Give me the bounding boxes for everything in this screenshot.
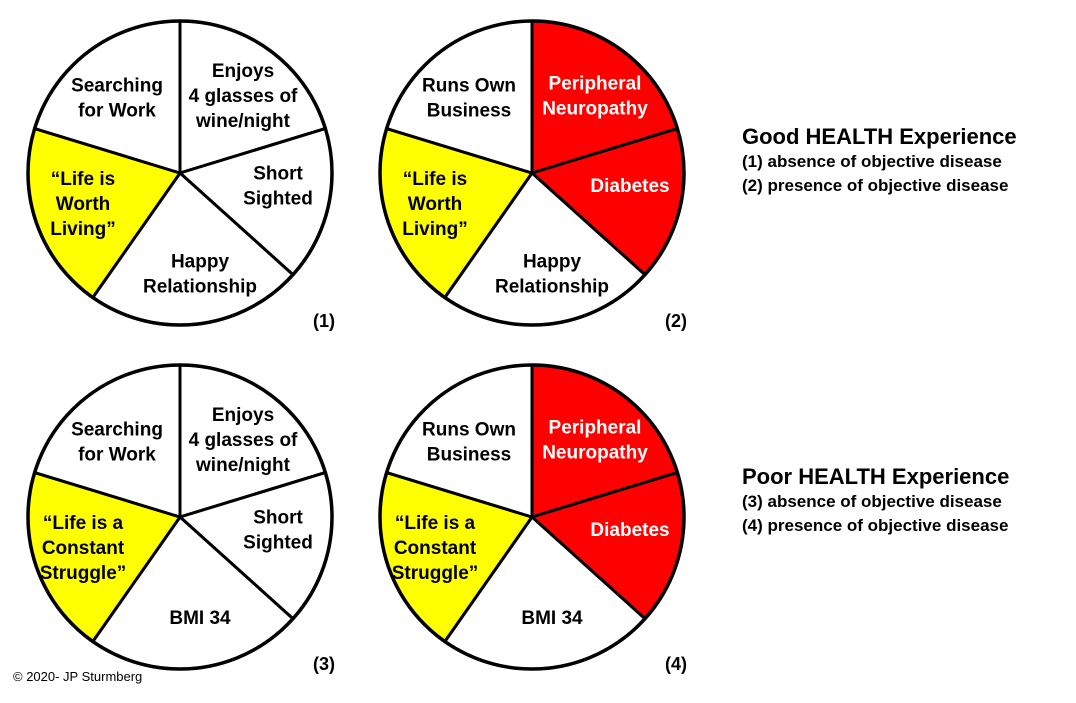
pie-2-outline [378, 19, 686, 327]
pie-4-segment-4-label-line: “Life is a [395, 513, 476, 534]
pie-4-segment-5-label: Runs Own Business [422, 420, 516, 466]
pie-2-segment-3-label-line: Happy [523, 252, 582, 273]
pie-3-segment-5-label-line: for Work [78, 445, 156, 466]
pie-1-segment-4-label: “Life is Worth Living” [50, 169, 115, 240]
pie-3-segment-4-label-line: Constant [42, 538, 125, 559]
pie-2-number: (2) [665, 311, 687, 331]
pie-2-segment-4-label-line: Worth [408, 194, 463, 215]
pie-3-segment-1-label-line: 4 glasses of [189, 430, 298, 451]
pie-1-outline [26, 19, 334, 327]
pie-3-segment-4-label: “Life is a Constant Struggle” [40, 513, 127, 584]
pie-3-segment-1-label-line: Enjoys [212, 405, 274, 426]
copyright-notice: © 2020- JP Sturmberg [13, 669, 143, 684]
pie-1-segment-5-label: Searching for Work [71, 76, 163, 122]
pie-3-segment-5-label: Searching for Work [71, 420, 163, 466]
pie-1-segment-2-label-line: Short [253, 164, 303, 185]
pie-1-segment-5-label-line: Searching [71, 76, 163, 97]
pie-4-segment-3-label-line: BMI 34 [521, 608, 583, 629]
pie-2-segment-4-label-line: Living” [402, 219, 467, 240]
pie-4-segment-1-label-line: Peripheral [549, 418, 642, 439]
pie-3-segment-5-label-line: Searching [71, 420, 163, 441]
pie-2-segment-4-label: “Life is Worth Living” [402, 169, 467, 240]
pie-3-segment-3-label-line: BMI 34 [169, 608, 231, 629]
legend-good-item-2: (2) presence of objective disease [742, 176, 1009, 195]
pie-3-number: (3) [313, 654, 335, 674]
pie-4-outline [378, 363, 686, 671]
pie-4-segment-5-label-line: Runs Own [422, 420, 516, 441]
legend-poor-heading: Poor HEALTH Experience [742, 464, 1010, 489]
pie-4-segment-1-label-line: Neuropathy [542, 443, 648, 464]
pie-3-segment-2-label-line: Sighted [243, 533, 313, 554]
pie-4-segment-4-label-line: Constant [394, 538, 477, 559]
pie-3-segment-4-label-line: Struggle” [40, 563, 127, 584]
pie-2-segment-2-label: Diabetes [590, 176, 669, 197]
pie-1-segment-2-label-line: Sighted [243, 189, 313, 210]
pie-4-segment-4-label: “Life is a Constant Struggle” [392, 513, 479, 584]
pie-2-segment-2-label-line: Diabetes [590, 176, 669, 197]
pie-3-outline [26, 363, 334, 671]
pie-2-segment-3-label: Happy Relationship [495, 252, 609, 298]
pie-3-segment-1-label: Enjoys 4 glasses of wine/night [189, 405, 298, 476]
pie-2-segment-5-label-line: Business [427, 101, 511, 122]
pie-4-segment-1-label: Peripheral Neuropathy [542, 418, 648, 464]
pie-1-segment-3-label-line: Happy [171, 252, 230, 273]
pie-4-segment-4-label-line: Struggle” [392, 563, 479, 584]
pie-2-segment-3-label-line: Relationship [495, 277, 609, 298]
pie-4-segment-2-label: Diabetes [590, 520, 669, 541]
pie-3-segment-2-label: Short Sighted [243, 508, 313, 554]
legend-poor-health: Poor HEALTH Experience (3) absence of ob… [742, 464, 1009, 538]
pie-4-segment-2-label-line: Diabetes [590, 520, 669, 541]
legend-poor-item-2: (4) presence of objective disease [742, 516, 1009, 535]
pie-chart-4: Peripheral Neuropathy Diabetes BMI 34 “Life … [378, 363, 687, 674]
pie-1-segment-1-label: Enjoys 4 glasses of wine/night [189, 61, 298, 132]
pie-2-segment-1-label-line: Neuropathy [542, 99, 648, 120]
pie-3-segment-1-label-line: wine/night [195, 455, 291, 476]
legend-poor-item-1: (3) absence of objective disease [742, 492, 1002, 511]
pie-3-segment-3-label: BMI 34 [169, 608, 231, 629]
pie-1-segment-3-label-line: Relationship [143, 277, 257, 298]
legend-good-heading: Good HEALTH Experience [742, 124, 1017, 149]
pie-1-segment-4-label-line: “Life is [51, 169, 115, 190]
legend-good-health: Good HEALTH Experience (1) absence of ob… [742, 124, 1017, 198]
pie-1-segment-1-label-line: wine/night [195, 111, 291, 132]
pie-1-segment-1-label-line: 4 glasses of [189, 86, 298, 107]
pie-1-segment-5-label-line: for Work [78, 101, 156, 122]
pie-1-number: (1) [313, 311, 335, 331]
pie-2-segment-4-label-line: “Life is [403, 169, 467, 190]
pie-1-segment-1-label-line: Enjoys [212, 61, 274, 82]
pie-chart-3: Enjoys 4 glasses of wine/night Short Sighted… [26, 363, 335, 674]
pie-chart-1: Enjoys 4 glasses of wine/night Short Sighted… [26, 19, 335, 331]
pie-4-number: (4) [665, 654, 687, 674]
pie-2-segment-5-label-line: Runs Own [422, 76, 516, 97]
pie-1-segment-3-label: Happy Relationship [143, 252, 257, 298]
pie-chart-2: Peripheral Neuropathy Diabetes Happy Relatio… [378, 19, 687, 331]
pie-1-segment-4-label-line: Living” [50, 219, 115, 240]
pie-3-segment-4-label-line: “Life is a [43, 513, 124, 534]
pie-3-segment-2-label-line: Short [253, 508, 303, 529]
pie-1-segment-4-label-line: Worth [56, 194, 111, 215]
pie-2-segment-1-label-line: Peripheral [549, 74, 642, 95]
pie-2-segment-5-label: Runs Own Business [422, 76, 516, 122]
pie-2-segment-1-label: Peripheral Neuropathy [542, 74, 648, 120]
pie-4-segment-3-label: BMI 34 [521, 608, 583, 629]
legend-good-item-1: (1) absence of objective disease [742, 152, 1002, 171]
pie-4-segment-5-label-line: Business [427, 445, 511, 466]
pie-1-segment-2-label: Short Sighted [243, 164, 313, 210]
